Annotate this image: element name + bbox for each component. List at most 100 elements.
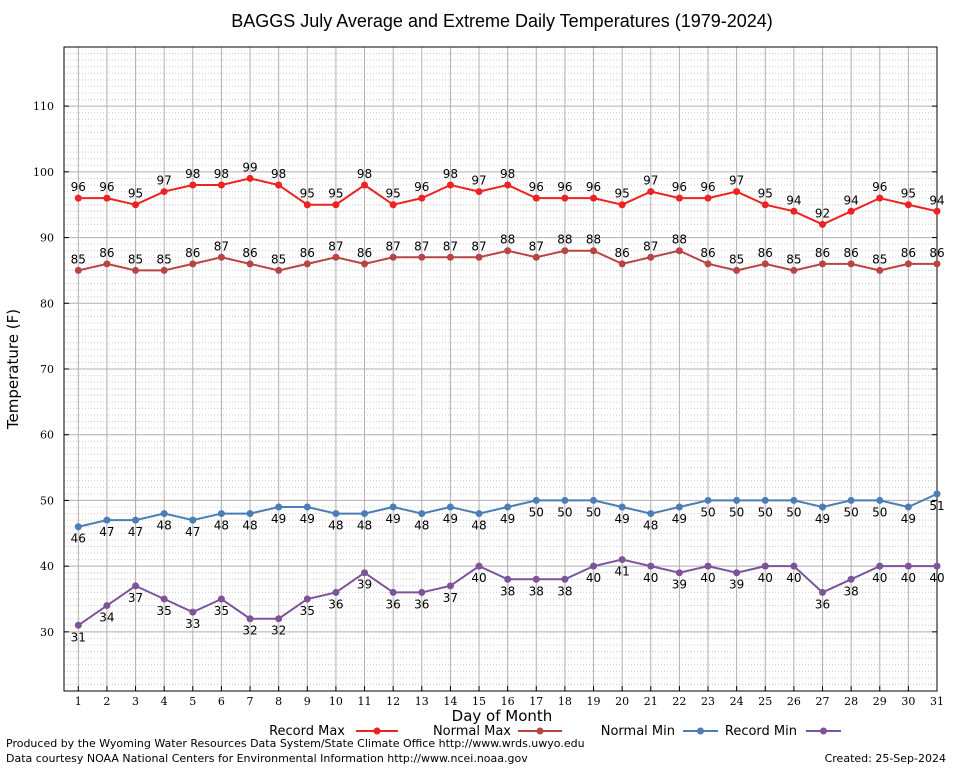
x-tick-label: 31: [930, 695, 944, 708]
record-max-data-label: 97: [471, 174, 486, 188]
record-max-point: [675, 194, 683, 202]
x-tick-label: 8: [275, 695, 282, 708]
record-max-data-label: 96: [557, 180, 572, 194]
normal-min-data-label: 48: [214, 519, 229, 533]
record-max-point: [189, 181, 197, 189]
normal-min-data-label: 50: [529, 505, 544, 519]
normal-max-data-label: 86: [758, 246, 773, 260]
normal-max-point: [217, 253, 225, 261]
normal-max-point: [446, 253, 454, 261]
record-max-point: [418, 194, 426, 202]
normal-min-point: [361, 510, 369, 518]
record-max-data-label: 95: [300, 187, 315, 201]
record-max-data-label: 94: [786, 193, 801, 207]
record-min-data-label: 38: [843, 584, 858, 598]
normal-min-data-label: 49: [901, 512, 916, 526]
record-max-data-label: 96: [672, 180, 687, 194]
normal-max-data-label: 88: [500, 233, 515, 247]
normal-min-data-label: 48: [643, 519, 658, 533]
normal-min-data-label: 48: [414, 519, 429, 533]
record-min-point: [704, 562, 712, 570]
record-max-data-label: 96: [700, 180, 715, 194]
normal-min-point: [303, 503, 311, 511]
record-max-point: [332, 201, 340, 209]
record-max-point: [160, 188, 168, 196]
normal-min-point: [590, 496, 598, 504]
x-tick-label: 20: [615, 695, 629, 708]
normal-max-point: [532, 253, 540, 261]
y-tick-label: 40: [40, 560, 54, 573]
record-max-point: [704, 194, 712, 202]
normal-min-data-label: 49: [672, 512, 687, 526]
record-max-data-label: 97: [729, 174, 744, 188]
normal-min-point: [132, 516, 140, 524]
legend-label-record-min: Record Min: [725, 724, 797, 739]
record-max-point: [275, 181, 283, 189]
y-tick-label: 110: [33, 100, 54, 113]
record-max-data-label: 95: [615, 187, 630, 201]
normal-min-point: [876, 496, 884, 504]
record-min-data-label: 40: [700, 571, 715, 585]
record-max-point: [647, 188, 655, 196]
record-min-data-label: 38: [529, 584, 544, 598]
record-min-point: [332, 588, 340, 596]
normal-max-data-label: 85: [872, 252, 887, 266]
normal-min-data-label: 48: [471, 519, 486, 533]
normal-min-data-label: 46: [71, 532, 86, 546]
record-min-point: [561, 575, 569, 583]
x-tick-label: 27: [816, 695, 830, 708]
record-min-point: [418, 588, 426, 596]
x-tick-label: 7: [247, 695, 254, 708]
record-max-point: [847, 207, 855, 215]
legend-label-normal-min: Normal Min: [601, 724, 675, 739]
normal-min-data-label: 50: [729, 505, 744, 519]
normal-min-point: [733, 496, 741, 504]
normal-max-data-label: 87: [414, 239, 429, 253]
record-max-point: [819, 220, 827, 228]
record-min-point: [275, 615, 283, 623]
record-min-data-label: 40: [586, 571, 601, 585]
normal-max-point: [561, 247, 569, 255]
record-min-data-label: 38: [500, 584, 515, 598]
record-min-point: [103, 602, 111, 610]
x-tick-label: 13: [415, 695, 429, 708]
record-min-point: [761, 562, 769, 570]
normal-max-point: [160, 266, 168, 274]
x-tick-label: 15: [472, 695, 486, 708]
record-max-point: [761, 201, 769, 209]
record-max-point: [933, 207, 941, 215]
record-min-point: [733, 569, 741, 577]
normal-min-data-label: 50: [586, 505, 601, 519]
record-max-point: [389, 201, 397, 209]
record-min-data-label: 39: [357, 578, 372, 592]
record-min-point: [160, 595, 168, 603]
normal-max-point: [389, 253, 397, 261]
record-max-point: [904, 201, 912, 209]
normal-min-data-label: 49: [443, 512, 458, 526]
normal-min-data-label: 50: [843, 505, 858, 519]
record-max-data-label: 97: [643, 174, 658, 188]
footer-created-date: Created: 25-Sep-2024: [824, 752, 946, 765]
record-max-point: [532, 194, 540, 202]
normal-max-data-label: 86: [615, 246, 630, 260]
record-max-data-label: 95: [386, 187, 401, 201]
record-min-data-label: 32: [271, 624, 286, 638]
record-min-data-label: 35: [214, 604, 229, 618]
normal-max-point: [618, 260, 626, 268]
record-max-point: [132, 201, 140, 209]
normal-max-data-label: 86: [357, 246, 372, 260]
normal-min-data-label: 51: [929, 499, 944, 513]
record-max-data-label: 96: [872, 180, 887, 194]
x-tick-label: 6: [218, 695, 225, 708]
record-max-data-label: 98: [500, 167, 515, 181]
normal-max-data-label: 87: [328, 239, 343, 253]
record-max-data-label: 95: [128, 187, 143, 201]
normal-max-data-label: 85: [71, 252, 86, 266]
normal-min-data-label: 49: [386, 512, 401, 526]
normal-max-point: [275, 266, 283, 274]
record-min-data-label: 36: [386, 597, 401, 611]
x-tick-label: 21: [644, 695, 658, 708]
normal-min-point: [74, 523, 82, 531]
record-max-data-label: 98: [443, 167, 458, 181]
